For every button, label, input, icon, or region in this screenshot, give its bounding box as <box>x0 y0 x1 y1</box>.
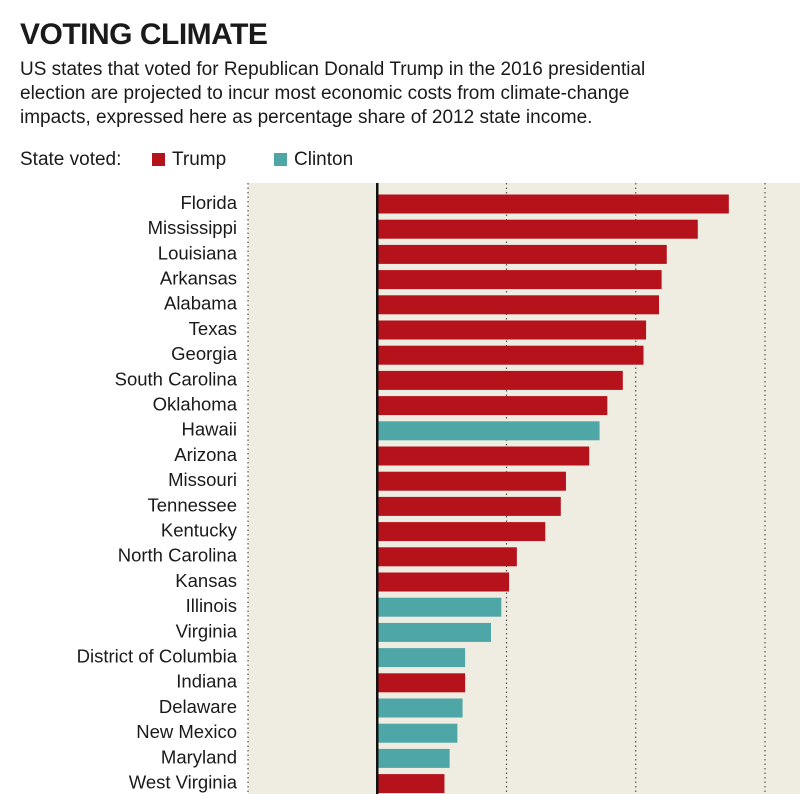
y-tick-label: Tennessee <box>148 494 237 515</box>
bar <box>377 270 662 290</box>
bar <box>377 421 600 441</box>
y-tick-label: South Carolina <box>115 368 238 389</box>
bar <box>377 748 450 768</box>
bar <box>377 723 458 743</box>
legend-entry: Trump <box>172 149 226 170</box>
y-tick-label: Texas <box>189 318 237 339</box>
bar <box>377 572 510 592</box>
bar <box>377 522 546 542</box>
chart-subtitle: impacts, expressed here as percentage sh… <box>20 107 592 128</box>
chart-subtitle: election are projected to incur most eco… <box>20 83 629 104</box>
bar <box>377 396 608 416</box>
bar <box>377 320 647 340</box>
y-tick-label: Mississippi <box>148 217 237 238</box>
y-tick-label: Louisiana <box>158 242 238 263</box>
y-tick-label: Arizona <box>174 444 237 465</box>
bar <box>377 370 623 390</box>
bar <box>377 547 517 567</box>
bar <box>377 698 463 718</box>
y-tick-label: Missouri <box>168 469 237 490</box>
y-tick-label: Maryland <box>161 746 237 767</box>
legend-swatch <box>152 153 165 166</box>
bar <box>377 244 667 264</box>
bar <box>377 774 445 794</box>
bar <box>377 496 561 516</box>
y-tick-label: Florida <box>180 192 237 213</box>
bar <box>377 673 466 693</box>
bar <box>377 194 729 214</box>
y-tick-label: Hawaii <box>181 419 237 440</box>
chart-subtitle: US states that voted for Republican Dona… <box>20 59 645 80</box>
y-tick-label: Illinois <box>186 595 237 616</box>
bar <box>377 446 590 466</box>
bar <box>377 622 491 642</box>
legend-entry: Clinton <box>294 149 353 170</box>
bar <box>377 219 698 239</box>
bar <box>377 295 660 315</box>
bar <box>377 597 502 617</box>
y-tick-label: Kansas <box>175 570 237 591</box>
y-tick-label: Alabama <box>164 293 238 314</box>
y-tick-label: District of Columbia <box>77 645 238 666</box>
y-tick-label: Kentucky <box>161 519 238 540</box>
y-tick-label: West Virginia <box>129 771 238 792</box>
bar <box>377 648 466 668</box>
bar <box>377 471 566 491</box>
y-tick-label: Delaware <box>159 696 237 717</box>
y-tick-label: Arkansas <box>160 267 237 288</box>
y-tick-label: North Carolina <box>118 545 238 566</box>
chart-title: VOTING CLIMATE <box>20 18 267 51</box>
y-tick-label: Virginia <box>176 620 238 641</box>
legend-swatch <box>274 153 287 166</box>
y-tick-label: Indiana <box>176 671 237 692</box>
y-tick-label: Oklahoma <box>153 393 238 414</box>
y-tick-label: New Mexico <box>136 721 237 742</box>
y-tick-label: Georgia <box>171 343 238 364</box>
legend-label: State voted: <box>20 149 121 170</box>
bar <box>377 345 644 365</box>
